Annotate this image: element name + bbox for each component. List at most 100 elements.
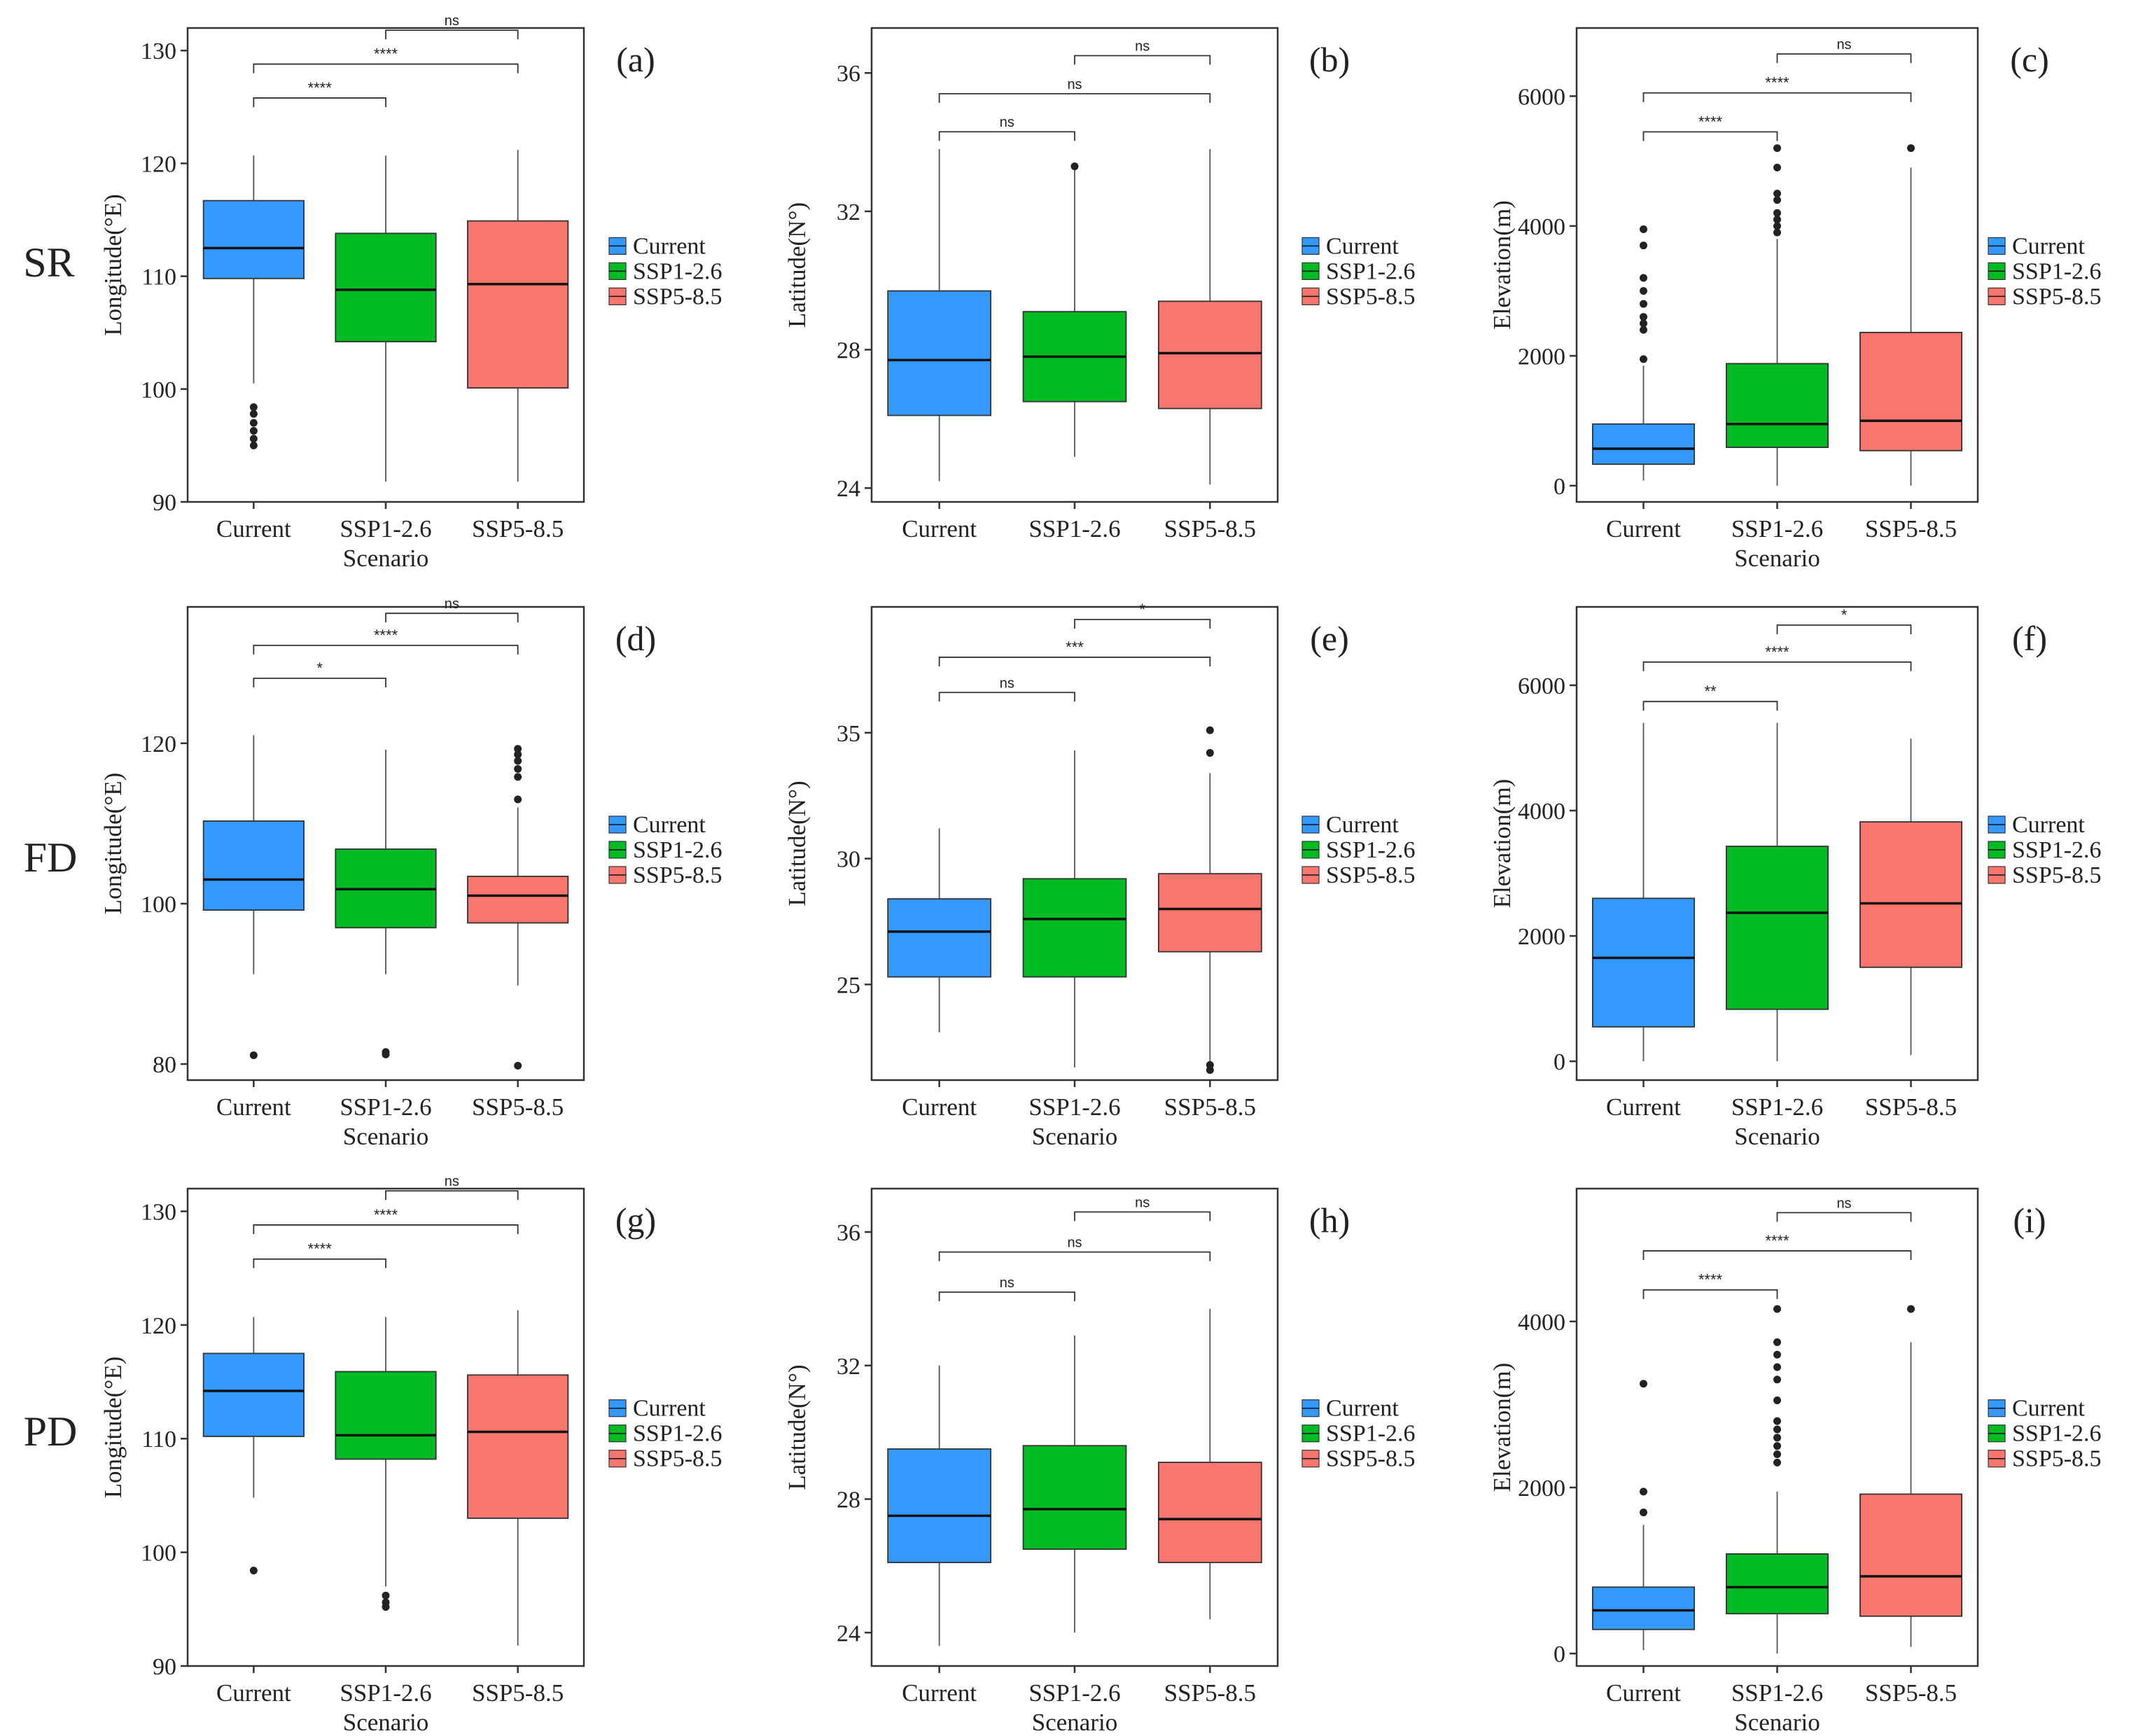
sig-bracket-line [1074,55,1211,65]
legend-label: Current [2012,1396,2085,1422]
y-axis-title: Longitude(°E) [99,773,127,915]
box-ssp1-2-6 [1022,750,1127,1068]
sig-label: ns [1000,115,1014,130]
box-ssp1-2-6 [1022,1335,1127,1633]
sig-bracket: ns [938,1236,1211,1261]
sig-label: ns [1135,1195,1150,1210]
box-ssp5-8-5 [1157,148,1262,485]
iqr-box [202,820,305,911]
sig-bracket-line [253,97,386,107]
box-ssp1-2-6 [1022,162,1127,457]
outlier-point [1640,313,1647,321]
outlier-point [1773,1376,1781,1384]
legend-label: SSP1-2.6 [1326,1421,1416,1447]
box-ssp5-8-5 [467,1310,569,1646]
box-ssp1-2-6 [1726,1305,1829,1654]
outlier-point [1773,1305,1781,1313]
y-tick-label: 90 [153,1654,176,1680]
box-ssp1-2-6 [335,749,437,1058]
x-tick-label-current: Current [216,1679,291,1707]
outlier-point [1070,162,1079,171]
box-current [202,155,305,449]
legend-label: SSP5-8.5 [1326,862,1416,888]
y-tick-label: 110 [141,1427,176,1452]
panel-letter: (e) [1310,619,1349,658]
panel-letter: (f) [2012,619,2047,658]
y-tick-label: 100 [141,377,176,403]
outlier-point [1640,287,1647,295]
sig-bracket: ns [1074,39,1211,65]
row-label-pd: PD [24,1408,78,1455]
iqr-box [887,898,992,978]
sig-label: ns [445,1174,459,1189]
panel-letter: (b) [1309,40,1350,79]
x-tick-label-current: Current [216,1093,291,1121]
y-axis-title: Elevation(m) [1488,1363,1516,1492]
legend-item-ssp1-2-6: SSP1-2.6 [1988,837,2102,863]
y-tick-label: 6000 [1518,84,1565,110]
outlier-point [1907,1305,1915,1313]
sig-label: ns [1836,1196,1851,1211]
x-tick-label-ssp5-8-5: SSP5-8.5 [1865,515,1957,542]
sig-label: ns [1000,676,1014,691]
outlier-point [1640,225,1647,233]
outlier-point [1773,1338,1781,1346]
x-tick-label-current: Current [1606,1679,1681,1707]
outlier-point [1773,1396,1781,1404]
y-tick-label: 120 [141,1313,176,1339]
x-axis-title: Scenario [1032,1709,1117,1736]
legend-item-current: Current [1301,233,1399,259]
iqr-box [1859,332,1962,451]
sig-bracket: **** [253,1240,386,1268]
sig-label: * [1841,606,1848,624]
sig-bracket: **** [1642,1232,1912,1260]
y-tick-label: 130 [141,1199,176,1225]
outlier-point [1206,749,1214,757]
sig-bracket-line [253,63,519,74]
sig-label: **** [308,1240,333,1258]
outlier-point [249,403,258,412]
iqr-box [335,232,437,343]
sig-label: *** [1066,638,1084,656]
iqr-box [1157,1462,1262,1564]
legend-item-ssp1-2-6: SSP1-2.6 [1988,1421,2102,1447]
legend-item-current: Current [1301,812,1399,838]
iqr-box [1022,878,1127,978]
legend-label: SSP5-8.5 [633,1446,723,1472]
sig-bracket-line [938,131,1075,141]
outlier-point [1773,163,1781,172]
sig-bracket: ns [385,1174,519,1200]
outlier-point [1773,216,1781,224]
legend-label: Current [1326,233,1399,259]
box-current [887,148,992,482]
y-tick-label: 4000 [1518,799,1565,825]
sig-label: **** [1765,1232,1789,1250]
x-tick-label-current: Current [902,1679,977,1707]
sig-bracket: **** [253,626,519,654]
sig-bracket: **** [253,46,519,74]
legend-label: SSP1-2.6 [633,258,723,284]
y-tick-label: 100 [141,892,176,918]
sig-bracket-line [938,1251,1211,1261]
box-current [887,828,992,1032]
y-tick-label: 32 [837,200,860,225]
sig-bracket: ns [938,115,1075,141]
legend-label: SSP1-2.6 [633,1421,723,1447]
x-tick-label-current: Current [1606,515,1681,542]
outlier-point [1640,274,1647,282]
x-tick-label-ssp5-8-5: SSP5-8.5 [472,1093,564,1121]
sig-bracket: **** [1642,113,1778,141]
legend-item-ssp1-2-6: SSP1-2.6 [1301,1421,1416,1447]
iqr-box [1022,1445,1127,1550]
y-axis-title: Elevation(m) [1488,200,1516,330]
y-tick-label: 90 [153,490,176,516]
y-tick-label: 24 [837,476,860,502]
x-axis-title: Scenario [1734,1123,1820,1150]
legend-label: SSP5-8.5 [1326,1446,1416,1472]
legend-item-current: Current [1988,812,2085,838]
box-ssp5-8-5 [1859,738,1962,1056]
sig-bracket: **** [253,79,386,107]
